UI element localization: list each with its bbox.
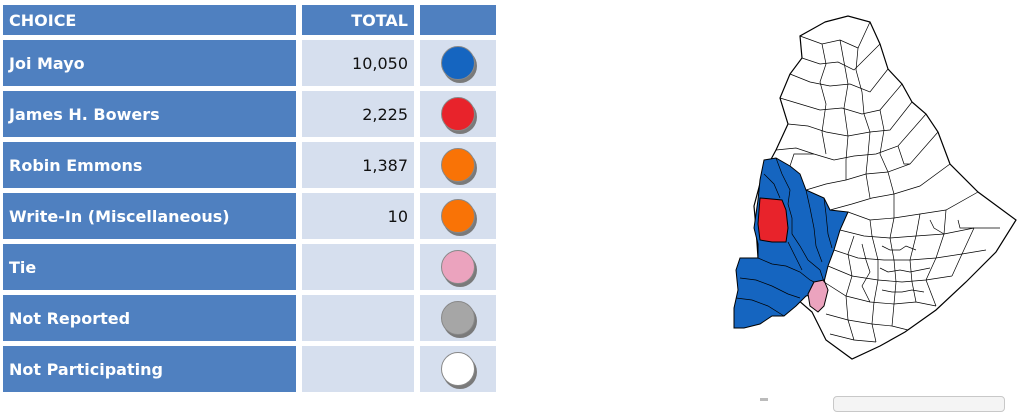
choice-total-tie [302,244,414,290]
choice-header: CHOICE [3,5,296,35]
results-table: CHOICE TOTAL Joi Mayo 10,050 James H. Bo… [3,5,496,392]
color-swatch-tie [441,250,475,284]
choice-name-not-participating: Not Participating [3,346,296,392]
choice-total-robin-emmons: 1,387 [302,142,414,188]
region-tie [807,279,829,313]
color-swatch-joi-mayo [441,46,475,80]
partial-control-button[interactable] [833,396,1005,412]
choice-total-not-participating [302,346,414,392]
choice-total-not-reported [302,295,414,341]
total-header: TOTAL [302,5,414,35]
precinct-boundaries [735,21,1000,343]
choice-name-joi-mayo: Joi Mayo [3,40,296,86]
choice-name-not-reported: Not Reported [3,295,296,341]
choice-total-write-in: 10 [302,193,414,239]
color-swatch-robin-emmons [441,148,475,182]
choice-name-write-in: Write-In (Miscellaneous) [3,193,296,239]
choice-total-joi-mayo: 10,050 [302,40,414,86]
region-james-bowers [757,197,789,243]
choice-name-tie: Tie [3,244,296,290]
color-swatch-write-in [441,199,475,233]
precinct-map[interactable] [730,14,1020,362]
choice-name-james-bowers: James H. Bowers [3,91,296,137]
partial-control-left [760,398,768,401]
color-swatch-james-bowers [441,97,475,131]
color-swatch-not-reported [441,301,475,335]
color-swatch-not-participating [441,352,475,386]
choice-total-james-bowers: 2,225 [302,91,414,137]
color-header [420,5,496,35]
choice-name-robin-emmons: Robin Emmons [3,142,296,188]
